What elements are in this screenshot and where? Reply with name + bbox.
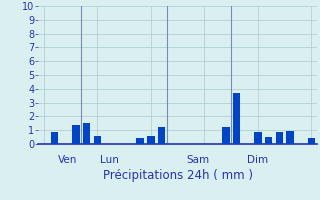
Bar bbox=[83, 123, 90, 144]
Bar bbox=[93, 136, 101, 144]
Bar bbox=[136, 138, 144, 144]
Bar bbox=[254, 132, 262, 144]
Text: Ven: Ven bbox=[58, 155, 77, 165]
Bar bbox=[72, 125, 80, 144]
Bar bbox=[286, 131, 294, 144]
Text: Lun: Lun bbox=[100, 155, 118, 165]
Text: Sam: Sam bbox=[186, 155, 209, 165]
Text: Précipitations 24h ( mm ): Précipitations 24h ( mm ) bbox=[103, 169, 252, 182]
Bar bbox=[276, 132, 283, 144]
Bar bbox=[51, 132, 58, 144]
Bar bbox=[233, 93, 240, 144]
Text: Dim: Dim bbox=[247, 155, 268, 165]
Bar bbox=[308, 138, 315, 144]
Bar bbox=[222, 127, 229, 144]
Bar bbox=[147, 136, 155, 144]
Bar bbox=[265, 137, 272, 144]
Bar bbox=[158, 127, 165, 144]
